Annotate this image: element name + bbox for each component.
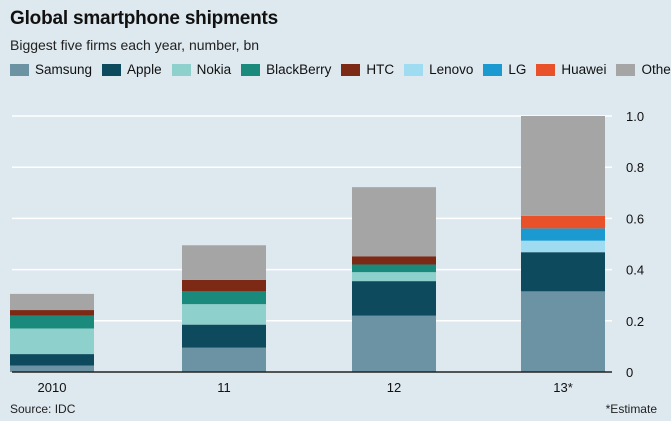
bar-segment-blackberry <box>182 291 266 305</box>
legend-label: Nokia <box>196 62 232 77</box>
legend-swatch <box>404 63 424 76</box>
bar-segment-apple <box>352 281 436 316</box>
legend-label: HTC <box>366 62 395 77</box>
legend-label: Samsung <box>35 62 93 77</box>
bar-segment-apple <box>521 252 605 292</box>
bar-segment-blackberry <box>10 315 94 329</box>
legend-swatch <box>10 63 29 76</box>
legend-item-nokia: Nokia <box>171 62 232 77</box>
bar-segment-htc <box>352 256 436 265</box>
legend-label: LG <box>508 62 527 77</box>
bar-segment-nokia <box>10 328 94 355</box>
x-tick-label: 2010 <box>38 380 67 395</box>
legend-label: Lenovo <box>429 62 474 77</box>
legend-item-samsung: Samsung <box>10 62 92 77</box>
bar-segment-apple <box>182 324 266 348</box>
legend-swatch <box>102 63 122 76</box>
legend-item-lg: LG <box>483 62 526 77</box>
legend-item-blackberry: BlackBerry <box>241 62 331 77</box>
y-tick-label: 0 <box>626 365 633 380</box>
legend-swatch <box>536 63 556 76</box>
legend-label: Huawei <box>561 62 607 77</box>
x-tick-label: 13* <box>553 380 573 395</box>
bar-segment-samsung <box>521 291 605 372</box>
bar-segment-huawei <box>521 215 605 229</box>
bar-segment-htc <box>182 279 266 292</box>
chart-subtitle: Biggest five firms each year, number, bn <box>10 37 260 53</box>
legend-swatch <box>483 63 503 76</box>
bar-segment-nokia <box>182 304 266 325</box>
legend-item-lenovo: Lenovo <box>404 62 473 77</box>
bar-segment-others <box>521 116 605 216</box>
legend-label: BlackBerry <box>266 62 332 77</box>
bar-segment-samsung <box>352 315 436 372</box>
bar-segment-htc <box>10 310 94 316</box>
legend-item-others: Others <box>616 62 671 77</box>
bar-segment-lg <box>521 228 605 241</box>
bar-segment-others <box>182 245 266 280</box>
y-tick-label: 0.8 <box>626 160 644 175</box>
legend-item-htc: HTC <box>341 62 394 77</box>
legend-swatch <box>241 63 261 76</box>
y-tick-label: 0.6 <box>626 211 644 226</box>
bar-segment-nokia <box>352 272 436 282</box>
x-tick-label: 12 <box>387 380 401 395</box>
y-tick-label: 0.2 <box>626 314 644 329</box>
legend-label: Apple <box>127 62 162 77</box>
bar-segment-others <box>352 187 436 257</box>
bar-segment-blackberry <box>352 264 436 273</box>
legend-label: Others <box>641 62 671 77</box>
legend-swatch <box>616 63 636 76</box>
estimate-note: *Estimate <box>605 402 657 416</box>
legend-item-apple: Apple <box>102 62 162 77</box>
bar-segment-samsung <box>10 365 94 372</box>
bar-segment-lenovo <box>521 240 605 253</box>
legend-swatch <box>171 63 191 76</box>
x-tick-label: 11 <box>217 380 231 395</box>
legend-swatch <box>341 63 361 76</box>
y-tick-label: 1.0 <box>626 109 644 124</box>
legend: Samsung Apple Nokia BlackBerry HTC Lenovo LG Hu… <box>10 62 671 77</box>
bar-segment-samsung <box>182 347 266 372</box>
source-note: Source: IDC <box>10 402 76 416</box>
bar-segment-others <box>10 293 94 311</box>
y-tick-label: 0.4 <box>626 263 644 278</box>
bar-segment-apple <box>10 354 94 366</box>
chart-title: Global smartphone shipments <box>10 8 279 29</box>
legend-item-huawei: Huawei <box>536 62 606 77</box>
